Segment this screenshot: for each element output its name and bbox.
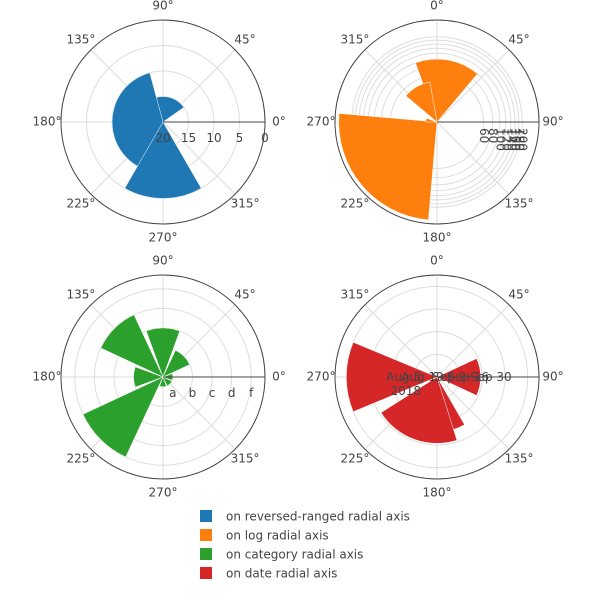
- angular-tick-label: 90°: [542, 370, 563, 384]
- angular-tick-label: 315°: [231, 197, 260, 211]
- angular-tick-label: 45°: [508, 32, 529, 46]
- radial-tick-label: Sep 2: [432, 370, 466, 384]
- legend-item: on reversed-ranged radial axis: [200, 510, 410, 524]
- angular-tick-label: 225°: [341, 197, 370, 211]
- polar-bar: [415, 58, 478, 123]
- polar-bar: [338, 113, 438, 221]
- angular-gridline: [162, 121, 236, 195]
- angular-gridline: [436, 49, 510, 123]
- radial-tick-label: 15: [181, 131, 196, 145]
- radial-tick-label: f: [249, 386, 254, 400]
- angular-tick-label: 270°: [307, 115, 336, 129]
- angular-tick-label: 0°: [430, 0, 444, 13]
- angular-tick-label: 270°: [149, 486, 178, 500]
- legend: on reversed-ranged radial axis on log rad…: [200, 510, 410, 581]
- angular-tick-label: 135°: [67, 287, 96, 301]
- angular-tick-label: 0°: [430, 254, 444, 268]
- angular-tick-label: 0°: [272, 115, 286, 129]
- radial-tick-label: 160: [509, 128, 523, 151]
- legend-swatch: [200, 510, 212, 522]
- radial-tick-label: 10: [206, 131, 221, 145]
- radial-tick-label: 120: [499, 128, 513, 151]
- polar-bar: [425, 117, 438, 123]
- legend-swatch: [200, 548, 212, 560]
- angular-tick-label: 180°: [423, 231, 452, 245]
- radial-tick-label: 5: [236, 131, 244, 145]
- angular-tick-label: 45°: [234, 287, 255, 301]
- legend-swatch: [200, 567, 212, 579]
- angular-tick-label: 315°: [341, 32, 370, 46]
- legend-item: on log radial axis: [200, 529, 329, 543]
- radial-tick-label: b: [189, 386, 197, 400]
- polar-bar: [124, 121, 202, 199]
- angular-tick-label: 315°: [231, 452, 260, 466]
- radial-tick-label: d: [228, 386, 236, 400]
- polar-bar: [145, 327, 181, 378]
- radial-tick-label: 60: [477, 128, 491, 143]
- polar-bar: [405, 81, 438, 123]
- radial-tick-label: 180: [512, 128, 526, 151]
- angular-tick-label: 0°: [272, 370, 286, 384]
- angular-tick-label: 225°: [341, 452, 370, 466]
- radial-tick-label: Aug 19: [401, 370, 444, 384]
- legend-label: on reversed-ranged radial axis: [226, 510, 410, 524]
- legend-label: on log radial axis: [226, 529, 329, 543]
- angular-tick-label: 90°: [152, 254, 173, 268]
- polar-subplot-1: 20 15 10 5 00° 45° 90° 135° 180° 225° 270° 315°: [33, 0, 286, 245]
- angular-tick-label: 315°: [341, 287, 370, 301]
- radial-tick-label: 0: [261, 131, 269, 145]
- polar-bar: [380, 376, 458, 444]
- polar-subplots: 20 15 10 5 00°45°90°135°180°225°270°315°6080…: [33, 0, 564, 500]
- radial-tick-label: a: [169, 386, 176, 400]
- radial-tick-label: Aug 5: [386, 370, 421, 384]
- polar-bar: [159, 376, 167, 388]
- polar-subplot-3: a b c d f 0° 45° 90° 135° 180° 225° 270° 315°: [33, 254, 286, 500]
- polar-bar: [162, 376, 173, 387]
- angular-tick-label: 270°: [149, 231, 178, 245]
- radial-tick-label: 100: [493, 128, 507, 151]
- radial-tick-label: 140: [504, 128, 518, 151]
- angular-gridline: [436, 304, 510, 378]
- angular-gridline: [436, 121, 510, 195]
- angular-tick-label: 180°: [33, 115, 62, 129]
- angular-tick-label: 90°: [542, 115, 563, 129]
- angular-tick-label: 90°: [152, 0, 173, 13]
- legend-swatch: [200, 529, 212, 541]
- angular-tick-label: 225°: [67, 452, 96, 466]
- radial-tick-label: Sep 30: [470, 370, 512, 384]
- radial-tick-label: c: [209, 386, 216, 400]
- angular-tick-label: 225°: [67, 197, 96, 211]
- angular-tick-label: 270°: [307, 370, 336, 384]
- legend-label: on category radial axis: [226, 548, 363, 562]
- angular-tick-label: 180°: [423, 486, 452, 500]
- radial-tick-label: 200: [516, 128, 530, 151]
- angular-gridline: [162, 376, 236, 450]
- legend-item: on category radial axis: [200, 548, 363, 562]
- angular-tick-label: 135°: [505, 452, 534, 466]
- radial-tick-label: 20: [155, 131, 170, 145]
- legend-item: on date radial axis: [200, 567, 337, 581]
- polar-bar: [100, 314, 164, 378]
- angular-tick-label: 180°: [33, 370, 62, 384]
- polar-bar: [82, 376, 164, 458]
- radial-tick-label: 2018: [390, 384, 421, 398]
- angular-gridline: [364, 304, 438, 378]
- radial-tick-label: Sep 16: [447, 370, 489, 384]
- legend-label: on date radial axis: [226, 567, 337, 581]
- polar-bar: [346, 341, 438, 413]
- polar-bar: [162, 350, 190, 378]
- polar-bar: [133, 366, 164, 388]
- radial-tick-label: 80: [486, 128, 500, 143]
- angular-tick-label: 45°: [234, 32, 255, 46]
- angular-tick-label: 135°: [67, 32, 96, 46]
- angular-tick-label: 135°: [505, 197, 534, 211]
- angular-tick-label: 45°: [508, 287, 529, 301]
- angular-gridline: [436, 376, 510, 450]
